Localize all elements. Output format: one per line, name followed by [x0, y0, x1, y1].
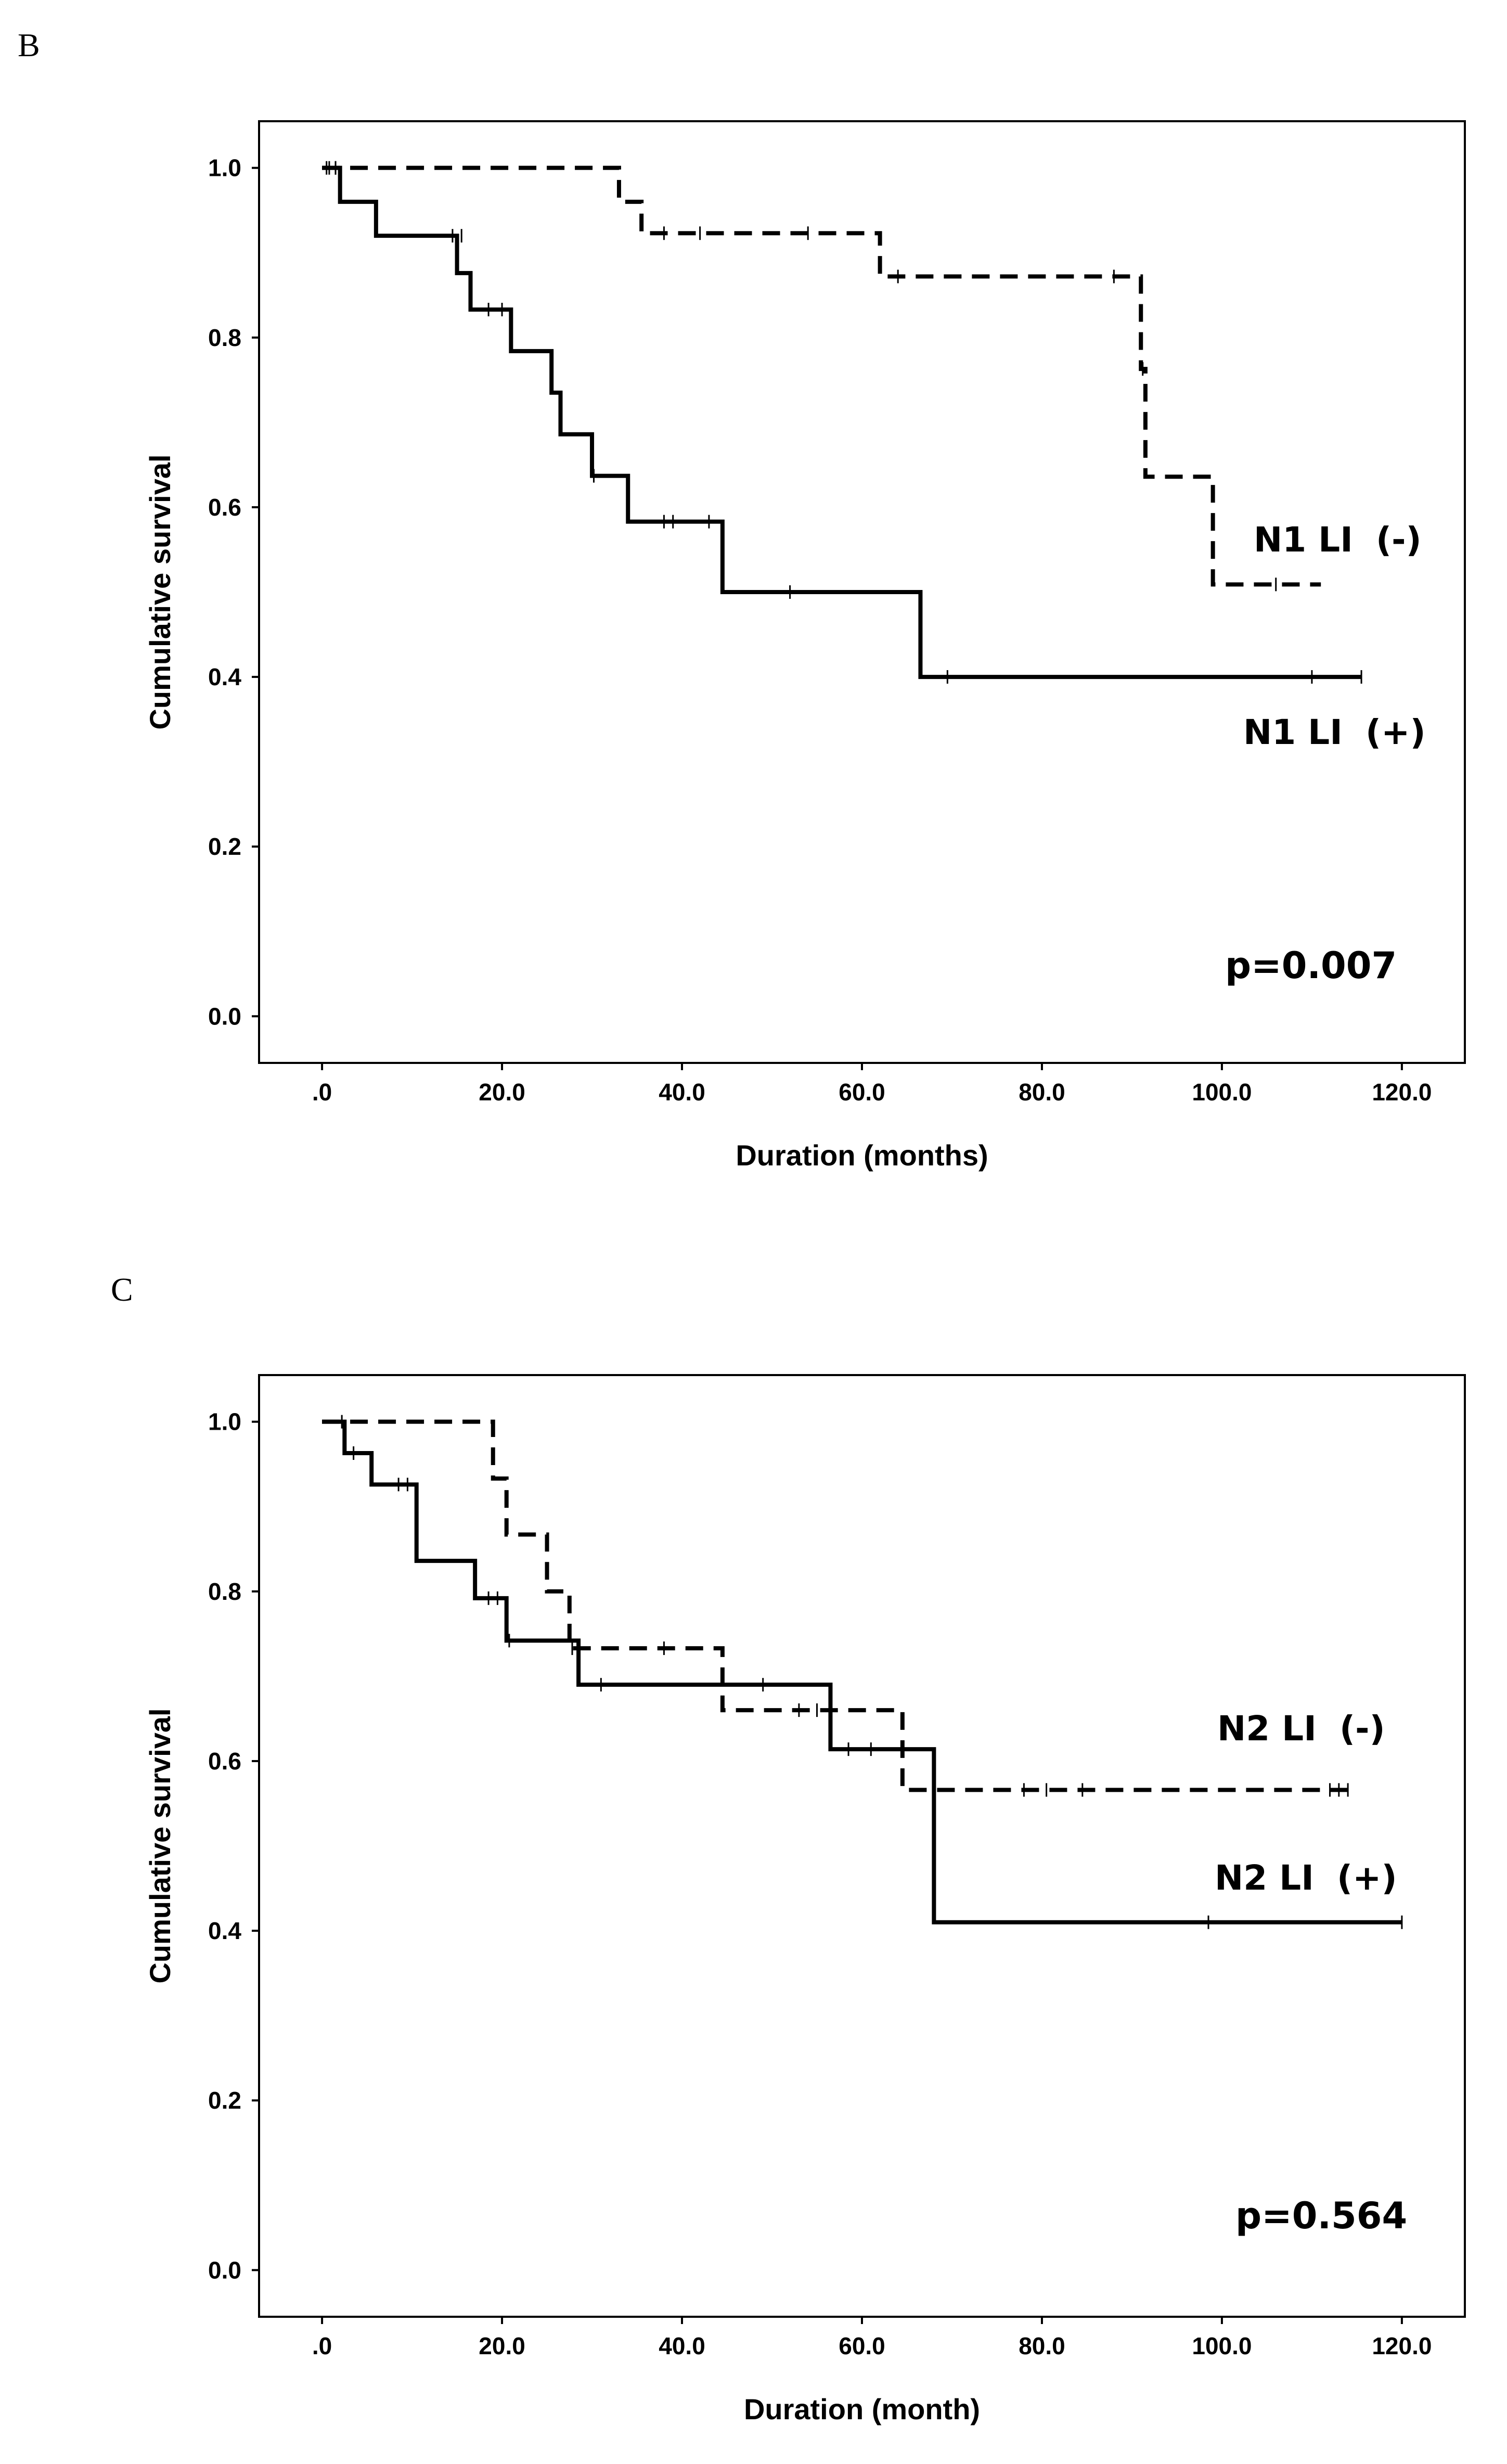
y-tick-label-c: 0.4: [208, 1917, 241, 1944]
x-tick-label-c: .0: [312, 2332, 332, 2359]
panel-label-c: C: [111, 1271, 133, 1308]
x-tick-label-c: 80.0: [1019, 2332, 1065, 2359]
y-tick-label-b: 0.8: [208, 324, 241, 351]
y-axis-b: 0.0 0.2 0.4 0.6 0.8 1.0: [208, 155, 259, 1030]
x-tick-label-b: .0: [312, 1079, 332, 1106]
curves-c: [322, 1415, 1403, 1929]
legend-sign-n1-li-neg: (-): [1376, 520, 1422, 560]
x-tick-label-c: 100.0: [1192, 2332, 1252, 2359]
p-value-b: p=0.007: [1225, 944, 1397, 987]
y-tick-label-c: 1.0: [208, 1408, 241, 1435]
p-value-c: p=0.564: [1235, 2194, 1407, 2237]
y-axis-title-c: Cumulative survival: [144, 1708, 176, 1983]
y-tick-label-b: 1.0: [208, 155, 241, 182]
y-tick-label-c: 0.0: [208, 2256, 241, 2283]
x-axis-c: .0 20.0 40.0 60.0 80.0 100.0 120.0: [312, 2317, 1432, 2359]
x-tick-label-b: 40.0: [659, 1079, 705, 1106]
survival-curve-n2-li: [322, 1419, 1402, 1924]
survival-curve-n1-li: [322, 165, 1362, 679]
x-tick-label-b: 20.0: [479, 1079, 525, 1106]
x-tick-label-c: 60.0: [839, 2332, 885, 2359]
y-tick-label-c: 0.6: [208, 1748, 241, 1775]
legend-sign-n1-li-pos: (+): [1366, 712, 1426, 752]
legend-sign-n2-li-pos: (+): [1337, 1858, 1397, 1898]
panel-b: B .0 20.0 40.0 60.0 80.0 100.0 120.0 0.0 0.2 0.4…: [18, 27, 1466, 1172]
x-tick-label-c: 40.0: [659, 2332, 705, 2359]
x-tick-label-c: 20.0: [479, 2332, 525, 2359]
y-tick-label-c: 0.8: [208, 1578, 241, 1605]
legend-label-n2-li-pos: N2 LI: [1215, 1858, 1314, 1898]
legend-label-n1-li-neg: N1 LI: [1254, 520, 1353, 560]
legend-sign-n2-li-neg: (-): [1339, 1709, 1385, 1749]
plot-frame-c: [258, 1374, 1466, 2318]
y-axis-c: 0.0 0.2 0.4 0.6 0.8 1.0: [208, 1408, 259, 2283]
y-tick-label-b: 0.2: [208, 833, 241, 860]
x-axis-title-b: Duration (months): [736, 1139, 988, 1172]
y-tick-label-b: 0.6: [208, 494, 241, 521]
y-tick-label-b: 0.0: [208, 1003, 241, 1030]
x-tick-label-b: 120.0: [1372, 1079, 1432, 1106]
y-tick-label-b: 0.4: [208, 663, 241, 690]
x-tick-label-b: 60.0: [839, 1079, 885, 1106]
y-tick-label-c: 0.2: [208, 2087, 241, 2114]
legend-label-n1-li-pos: N1 LI: [1243, 712, 1343, 752]
survival-curve-n2-li: [322, 1419, 1348, 1792]
legend-label-n2-li-neg: N2 LI: [1217, 1709, 1317, 1749]
x-tick-label-b: 100.0: [1192, 1079, 1252, 1106]
panel-label-b: B: [18, 27, 40, 63]
panel-c: C .0 20.0 40.0 60.0 80.0 100.0 120.0 0.0 0.2 0.4…: [111, 1271, 1466, 2426]
x-tick-label-b: 80.0: [1019, 1079, 1065, 1106]
curves-b: [322, 161, 1362, 684]
y-axis-title-b: Cumulative survival: [144, 454, 176, 729]
x-axis-b: .0 20.0 40.0 60.0 80.0 100.0 120.0: [312, 1063, 1432, 1106]
survival-curve-n1-li: [322, 165, 1321, 587]
x-tick-label-c: 120.0: [1372, 2332, 1432, 2359]
x-axis-title-c: Duration (month): [744, 2393, 980, 2426]
